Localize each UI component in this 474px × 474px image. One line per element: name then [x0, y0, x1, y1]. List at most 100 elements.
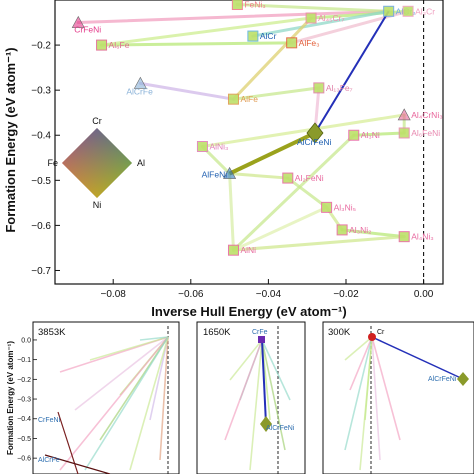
inset-300K: 300K Cr AlCrFeNi — [322, 321, 474, 474]
transition-arrow — [340, 228, 406, 239]
x-tick-label: −0.02 — [333, 289, 359, 300]
transition-arrow — [100, 16, 313, 47]
inset-3853K-line-layer — [44, 326, 169, 474]
point-alfe — [227, 93, 239, 105]
transition-arrow — [235, 3, 391, 13]
transition-arrow — [231, 16, 313, 101]
main-x-ticks: −0.08 −0.06 −0.04 −0.02 0.00 — [101, 279, 434, 300]
inset-1650K-point-alcrfeni — [260, 416, 272, 432]
inset-1650K-point-crfe — [258, 336, 265, 343]
inset-y-axis-title: Formation Energy (eV atom⁻¹) — [6, 341, 15, 455]
transition-arrow — [231, 86, 321, 101]
transition-arrow — [231, 235, 406, 252]
label-al6feni: Al₆FeNi — [411, 128, 440, 138]
highlight-path-alfeni — [228, 131, 316, 176]
main-plot-frame — [54, 0, 444, 285]
point-alni — [227, 244, 239, 256]
inset-transition-line — [344, 336, 373, 451]
y-tick-label: −0.2 — [31, 41, 51, 52]
inset-transition-line — [224, 339, 263, 441]
inset-y-tick-label: −0.6 — [17, 456, 31, 463]
inset-3853K-highlight — [57, 411, 79, 474]
inset-transition-line — [371, 336, 381, 461]
point-crfeni — [71, 15, 85, 28]
label-alcrfe: AlCrFe — [126, 86, 153, 96]
label-crfeni: CrFeNi — [74, 25, 101, 35]
point-alfeni — [223, 166, 237, 179]
point-alcr2 — [383, 5, 395, 17]
inset-300K-label-cr: Cr — [377, 329, 385, 336]
transition-arrow — [200, 113, 406, 149]
label-al3cr: Al₃Cr — [415, 6, 435, 16]
label-alni3: AlNi₃ — [209, 142, 228, 152]
point-alfe3 — [286, 37, 298, 49]
inset-y-tick-label: −0.1 — [17, 357, 31, 364]
label-alcrfeni: AlCrFeNi — [297, 137, 332, 147]
y-tick-label: −0.3 — [31, 86, 51, 97]
inset-transition-line — [149, 336, 169, 421]
inset-300K-label-alcrfeni: AlCrFeNi — [428, 376, 457, 383]
main-arrow-layer — [76, 3, 410, 252]
y-tick-label: −0.5 — [31, 176, 51, 187]
inset-y-tick-label: −0.2 — [17, 377, 31, 384]
point-alcrfe — [133, 76, 147, 89]
transition-arrow — [76, 9, 391, 25]
label-alcr: AlCr — [260, 31, 277, 41]
legend-label-bottom: Ni — [93, 200, 102, 210]
y-tick-label: −0.4 — [31, 131, 51, 142]
inset-1650K-label-crfe: CrFe — [252, 329, 268, 336]
main-chart: CrFeNiFeNi₃Al₄₅Cr₇AlCr₂Al₃CrAlCrAlFe₃Al₆… — [3, 0, 444, 319]
inset-1650K: 1650K CrFe AlCrFeNi — [196, 321, 306, 474]
point-al6feni — [398, 127, 410, 139]
label-al3ni: Al₃Ni — [361, 130, 380, 140]
y-tick-label: −0.6 — [31, 221, 51, 232]
inset-transition-line — [89, 336, 169, 361]
color-legend: Cr Fe Al Ni — [47, 116, 145, 210]
transition-arrow — [228, 172, 235, 252]
point-al3ni2 — [336, 224, 348, 236]
label-feni3: FeNi₃ — [244, 0, 265, 10]
inset-transition-line — [349, 336, 373, 391]
inset-3853K-frame — [32, 321, 180, 474]
point-al3cr — [402, 5, 414, 17]
inset-300K-point-alcrfeni — [457, 372, 469, 386]
inset-1650K-title: 1650K — [203, 327, 231, 338]
inset-transition-line — [139, 336, 169, 341]
label-al45cr7: Al₄₅Cr₇ — [318, 13, 344, 23]
inset-300K-line-layer — [344, 326, 469, 474]
inset-transition-line — [344, 336, 373, 361]
transition-arrow — [138, 81, 235, 101]
label-al3ni2: Al₃Ni₂ — [349, 225, 371, 235]
point-alcrfeni — [306, 122, 324, 144]
point-alcr — [247, 30, 259, 42]
inset-transition-line — [59, 336, 169, 471]
inset-3853K-y-ticks: 0.0 −0.1 −0.2 −0.3 −0.4 −0.5 −0.6 — [17, 337, 37, 463]
point-feni3 — [231, 0, 243, 11]
inset-y-tick-label: −0.3 — [17, 397, 31, 404]
point-al13fe7 — [313, 82, 325, 94]
point-al3ni5 — [321, 201, 333, 213]
transition-arrow — [231, 205, 329, 252]
inset-3853K-label-alcrfe: AlCrFe — [38, 457, 60, 464]
inset-300K-highlight — [371, 336, 464, 380]
main-y-ticks: −0.2 −0.3 −0.4 −0.5 −0.6 −0.7 — [31, 41, 60, 277]
label-alfe3: AlFe₃ — [299, 38, 320, 48]
inset-transition-line — [74, 336, 169, 411]
x-tick-label: −0.04 — [256, 289, 282, 300]
transition-arrow — [228, 172, 290, 180]
label-alfeni: AlFeNi — [202, 170, 228, 180]
label-al2feni: Al₂FeNi — [295, 173, 324, 183]
inset-3853K: 3853K Formation Energy (eV atom⁻¹) 0.0 −0… — [6, 321, 180, 474]
inset-1650K-frame — [196, 321, 306, 474]
inset-300K-title: 300K — [328, 327, 351, 338]
inset-transition-line — [159, 336, 169, 461]
inset-300K-point-cr — [368, 333, 376, 341]
point-al4crni3 — [397, 108, 411, 121]
main-point-layer: CrFeNiFeNi₃Al₄₅Cr₇AlCr₂Al₃CrAlCrAlFe₃Al₆… — [71, 0, 443, 256]
inset-y-tick-label: −0.4 — [17, 416, 31, 423]
inset-transition-line — [261, 339, 291, 401]
inset-transition-line — [249, 339, 263, 471]
point-al45cr7 — [305, 12, 317, 24]
label-alfe: AlFe — [240, 94, 258, 104]
inset-transition-line — [359, 336, 373, 471]
